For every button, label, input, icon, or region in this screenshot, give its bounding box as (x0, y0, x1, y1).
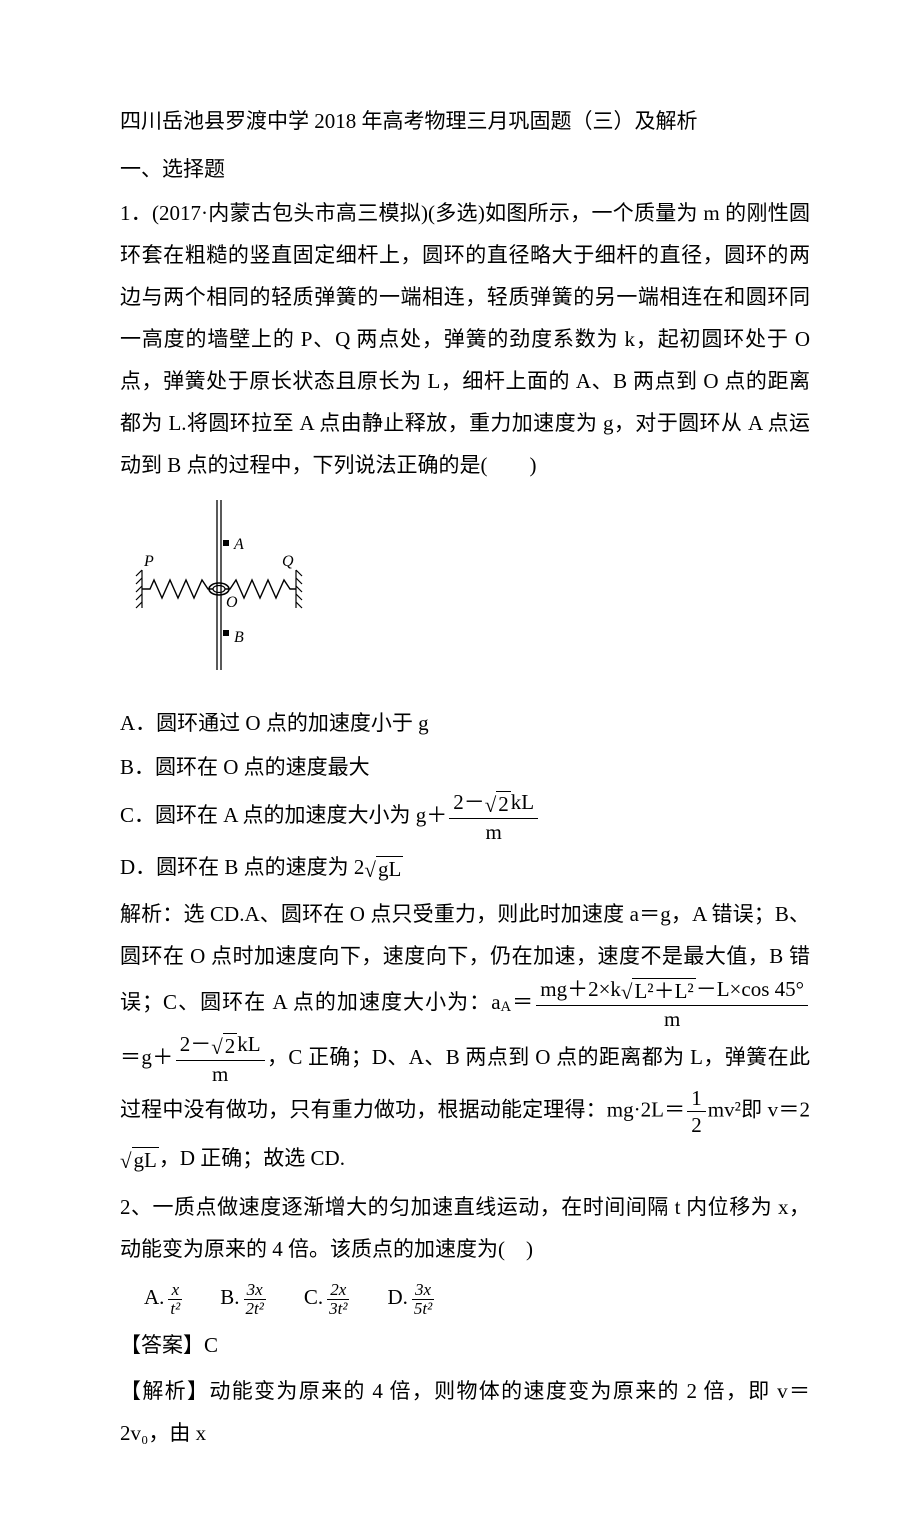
fig-label-A: A (233, 536, 244, 553)
formula1: mg＋2×kL²＋L²－L×cos 45° m (536, 977, 808, 1031)
tok: kL (511, 790, 534, 814)
frac-A: x t² (168, 1281, 182, 1318)
mid-eq: ＝g＋ (120, 1045, 174, 1069)
q2-text: 一质点做速度逐渐增大的匀加速直线运动，在时间间隔 t 内位移为 x，动能变为原来… (120, 1195, 810, 1261)
q2-stem: 2、一质点做速度逐渐增大的匀加速直线运动，在时间间隔 t 内位移为 x，动能变为… (120, 1186, 810, 1270)
f2-den: m (176, 1061, 265, 1086)
q2-answer: 【答案】C (120, 1324, 810, 1366)
fig-label-Q: Q (282, 553, 294, 570)
fig-label-B: B (234, 629, 244, 646)
answer-value: C (204, 1333, 218, 1357)
q2-option-A: A. x t² (144, 1276, 184, 1318)
fig-label-O: O (226, 594, 238, 611)
section-heading: 一、选择题 (120, 148, 810, 190)
sol-A: A、圆环在 O 点只受重力，则此时加速度 a＝g，A 错误； (244, 902, 774, 926)
q1-number: 1． (120, 201, 152, 225)
q1-text: 如图所示，一个质量为 m 的刚性圆环套在粗糙的竖直固定细杆上，圆环的直径略大于细… (120, 201, 810, 477)
q1-option-B: B．圆环在 O 点的速度最大 (120, 746, 810, 788)
q2-option-B: B. 3x 2t² (220, 1276, 268, 1318)
q2-option-C: C. 2x 3t² (304, 1276, 352, 1318)
sol-C-lead: C、圆环在 A 点的加速度大小为：a (163, 990, 500, 1014)
explain-label: 【解析】 (120, 1379, 209, 1403)
explain-text: 动能变为原来的 4 倍，则物体的速度变为原来的 2 倍，即 v＝2v₀，由 x (120, 1379, 810, 1445)
frac-B: 3x 2t² (244, 1281, 266, 1318)
sqrt-icon: gL (120, 1139, 159, 1182)
sqrt-icon: L²＋L² (621, 978, 696, 1004)
q2-explain: 【解析】动能变为原来的 4 倍，则物体的速度变为原来的 2 倍，即 v＝2v₀，… (120, 1370, 810, 1454)
sqrt-icon: 2 (485, 791, 511, 817)
label-A: A. (144, 1285, 164, 1309)
f1-den: m (536, 1006, 808, 1031)
sqrt-icon: 2 (211, 1033, 237, 1059)
q1-opt-D-lead: D．圆环在 B 点的速度为 2 (120, 855, 364, 879)
tail-C: ，C 正确； (267, 1045, 372, 1069)
label-D: D. (387, 1285, 407, 1309)
sol-prefix: 解析：选 CD. (120, 902, 244, 926)
formula3: 1 2 (687, 1086, 706, 1137)
answer-label: 【答案】 (120, 1333, 204, 1357)
sol-D-tail: ，D 正确；故选 CD. (159, 1146, 345, 1170)
q1-opt-D-sqrt: gL (364, 848, 403, 891)
q1-source: (2017·内蒙古包头市高三模拟)(多选) (152, 201, 485, 225)
doc-title: 四川岳池县罗渡中学 2018 年高考物理三月巩固题（三）及解析 (120, 100, 810, 142)
q2-option-D: D. 3x 5t² (387, 1276, 436, 1318)
frac-D: 3x 5t² (412, 1281, 434, 1318)
q1-option-D: D．圆环在 B 点的速度为 2gL (120, 846, 810, 891)
q2-options: A. x t² B. 3x 2t² C. 2x 3t² D. 3x 5t² (144, 1276, 810, 1318)
q1-option-A: A．圆环通过 O 点的加速度小于 g (120, 702, 810, 744)
label-B: B. (220, 1285, 239, 1309)
sol-D-mid: mv²即 v＝2 (708, 1097, 810, 1121)
q1-opt-C-frac: 2－2kL m (449, 790, 538, 844)
tok: kL (237, 1032, 260, 1056)
sol-eq: ＝ (511, 990, 534, 1014)
q1-figure: A B O P Q (134, 500, 810, 684)
tok: 2－ (453, 790, 485, 814)
label-C: C. (304, 1285, 323, 1309)
tok: 2－ (180, 1032, 212, 1056)
den: m (449, 819, 538, 844)
q1-solution: 解析：选 CD.A、圆环在 O 点只受重力，则此时加速度 a＝g，A 错误；B、… (120, 893, 810, 1182)
frac-C: 2x 3t² (327, 1281, 349, 1318)
fig-label-P: P (143, 553, 154, 570)
q2-number: 2、 (120, 1195, 153, 1219)
formula2: 2－2kL m (176, 1032, 265, 1086)
q1-option-C: C．圆环在 A 点的加速度大小为 g＋ 2－2kL m (120, 790, 810, 844)
f1-num-tail: －L×cos 45° (696, 977, 804, 1001)
q1-opt-C-lead: C．圆环在 A 点的加速度大小为 g＋ (120, 803, 447, 827)
q1-stem: 1．(2017·内蒙古包头市高三模拟)(多选)如图所示，一个质量为 m 的刚性圆… (120, 192, 810, 486)
f1-num-lead: mg＋2×k (540, 977, 621, 1001)
q1-options: A．圆环通过 O 点的加速度小于 g B．圆环在 O 点的速度最大 C．圆环在 … (120, 702, 810, 891)
sol-C-sub: A (501, 999, 512, 1015)
